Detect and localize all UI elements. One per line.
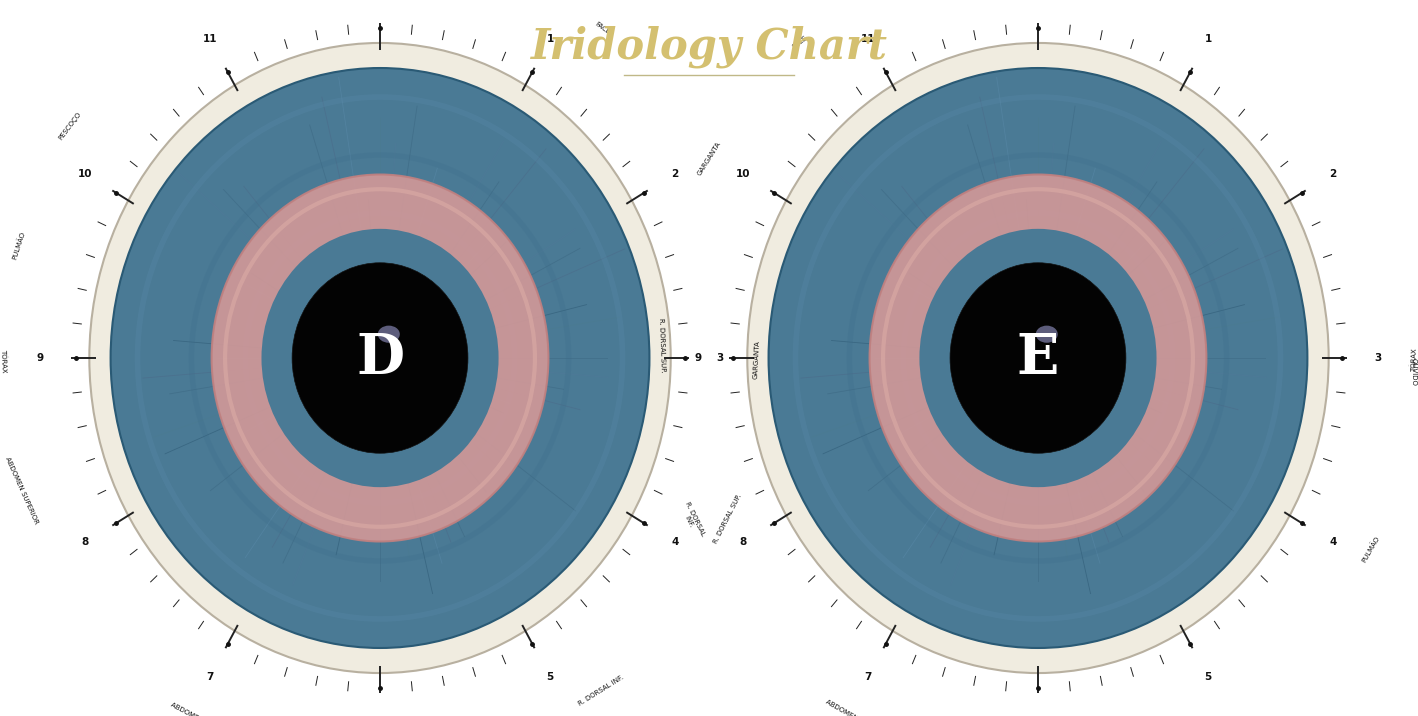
Text: 10: 10 (78, 169, 92, 178)
Text: FACE: FACE (594, 21, 611, 36)
Text: E: E (1017, 331, 1059, 385)
Text: 1: 1 (546, 34, 554, 44)
Text: Iridology Chart: Iridology Chart (530, 25, 888, 68)
Text: PESCOÇO: PESCOÇO (58, 110, 82, 140)
Text: ABDOMEN SUPERIOR: ABDOMEN SUPERIOR (4, 456, 40, 526)
Ellipse shape (919, 229, 1157, 487)
Ellipse shape (211, 175, 549, 541)
Text: 7: 7 (206, 672, 214, 682)
Text: ABDOMEN INFERIOR: ABDOMEN INFERIOR (170, 702, 235, 716)
Text: 9: 9 (693, 353, 702, 363)
Text: D: D (356, 331, 404, 385)
Text: R. DORSAL
INF.: R. DORSAL INF. (678, 500, 706, 540)
Text: 2: 2 (671, 169, 678, 178)
Text: 4: 4 (671, 538, 678, 547)
Ellipse shape (111, 68, 649, 648)
Ellipse shape (950, 263, 1126, 453)
Text: 11: 11 (861, 34, 875, 44)
Text: GARGANTA: GARGANTA (696, 140, 722, 176)
Text: 8: 8 (740, 538, 747, 547)
Text: 3: 3 (1374, 353, 1383, 363)
Text: 5: 5 (546, 672, 554, 682)
Text: 9: 9 (35, 353, 44, 363)
Text: 4: 4 (1329, 538, 1336, 547)
Text: FACE: FACE (791, 34, 808, 49)
Text: R. DORSAL SUP.: R. DORSAL SUP. (712, 493, 742, 545)
Ellipse shape (869, 175, 1207, 541)
Text: OUVIDO: OUVIDO (1411, 358, 1417, 386)
Text: R. DORSAL SUP.: R. DORSAL SUP. (658, 318, 665, 372)
Text: 11: 11 (203, 34, 217, 44)
Text: 10: 10 (736, 169, 750, 178)
Text: TÓRAX: TÓRAX (1411, 349, 1418, 372)
Text: GARGANTA: GARGANTA (753, 341, 760, 379)
Text: ABDOMEN SUP.: ABDOMEN SUP. (824, 698, 873, 716)
Text: 5: 5 (1204, 672, 1212, 682)
Ellipse shape (89, 43, 671, 673)
Text: R. DORSAL INF.: R. DORSAL INF. (577, 674, 625, 707)
Text: 8: 8 (82, 538, 89, 547)
Text: 2: 2 (1329, 169, 1336, 178)
Text: PULMÃO: PULMÃO (10, 231, 26, 261)
Text: TÓRAX: TÓRAX (0, 349, 7, 372)
Ellipse shape (377, 326, 400, 343)
Text: 1: 1 (1204, 34, 1212, 44)
Ellipse shape (747, 43, 1329, 673)
Ellipse shape (1035, 326, 1058, 343)
Text: PULMÃO: PULMÃO (1360, 535, 1381, 563)
Ellipse shape (292, 263, 468, 453)
Ellipse shape (261, 229, 499, 487)
Text: 7: 7 (864, 672, 872, 682)
Text: 3: 3 (716, 353, 725, 363)
Ellipse shape (769, 68, 1307, 648)
